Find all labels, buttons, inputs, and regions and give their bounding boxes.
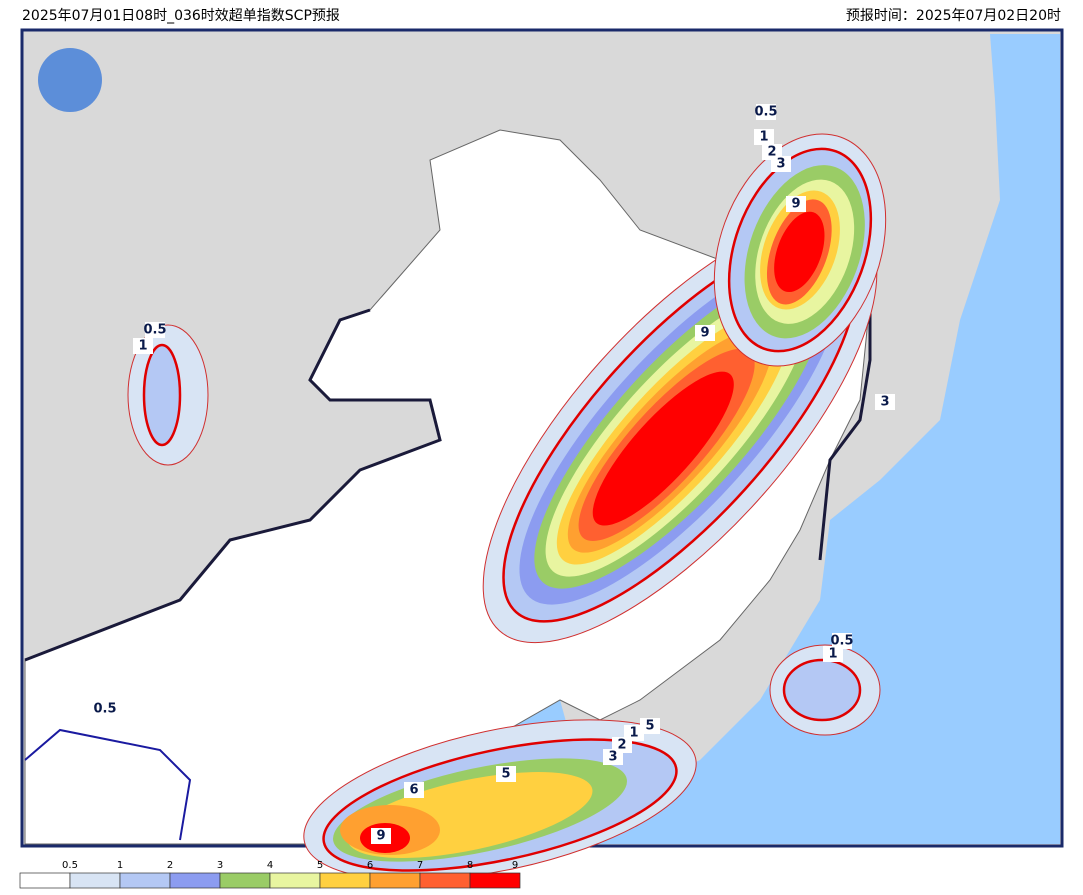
contour-label: 0.5 xyxy=(754,105,777,120)
contour-label-bg xyxy=(875,394,895,410)
contour-label: 3 xyxy=(608,750,617,765)
legend-swatch xyxy=(319,872,371,889)
contour-label-bg xyxy=(695,325,715,341)
contour-label: 9 xyxy=(700,326,709,341)
contour-label: 5 xyxy=(501,767,510,782)
contour-label-bg xyxy=(95,701,115,717)
logo xyxy=(38,48,102,112)
legend-label: 4 xyxy=(267,860,273,871)
province-border xyxy=(24,728,192,841)
contour-label-bg xyxy=(145,322,165,338)
contour-label-bg xyxy=(832,633,852,649)
legend-label: 7 xyxy=(417,860,423,871)
contour-label: 2 xyxy=(767,145,776,160)
contour-label: 6 xyxy=(409,783,418,798)
legend-label: 9 xyxy=(512,860,518,871)
contour-label-bg xyxy=(133,338,153,354)
border xyxy=(818,270,872,561)
forecast-time: 预报时间：2025年07月02日20时 xyxy=(845,8,1061,24)
map-title: 2025年07月01日08时_036时效超单指数SCP预报 xyxy=(22,8,340,24)
legend-label: 2 xyxy=(167,860,173,871)
northeast-storm-area xyxy=(713,133,887,367)
south-storm-area xyxy=(303,719,697,881)
legend-swatch xyxy=(19,872,71,889)
contour-label: 2 xyxy=(617,738,626,753)
legend-swatch xyxy=(69,872,121,889)
contour-label-bg xyxy=(603,749,623,765)
contour-label: 0.5 xyxy=(93,702,116,717)
contour-label: 9 xyxy=(376,829,385,844)
contour-label: 3 xyxy=(880,395,889,410)
contour-label-bg xyxy=(640,718,660,734)
west-area xyxy=(142,343,182,447)
contour-label-bg xyxy=(823,646,843,662)
contour-label-bg xyxy=(496,766,516,782)
legend-label: 8 xyxy=(467,860,473,871)
legend-swatch xyxy=(269,872,321,889)
contour-label: 1 xyxy=(828,647,837,662)
legend-label: 6 xyxy=(367,860,373,871)
contour-label-bg xyxy=(371,828,391,844)
contour-label-bg xyxy=(771,156,791,172)
legend-label: 1 xyxy=(117,860,123,871)
contour-label-bg xyxy=(404,782,424,798)
contour-label: 9 xyxy=(791,197,800,212)
contour-label-bg xyxy=(754,129,774,145)
legend-swatch xyxy=(119,872,171,889)
legend-swatch xyxy=(419,872,471,889)
contour-label-bg xyxy=(756,104,776,120)
contour-label: 1 xyxy=(759,130,768,145)
legend-label: 3 xyxy=(217,860,223,871)
contour-label: 0.5 xyxy=(143,323,166,338)
legend-swatch xyxy=(469,872,521,889)
legend-swatch xyxy=(169,872,221,889)
contour-label: 3 xyxy=(776,157,785,172)
contour-label: 1 xyxy=(138,339,147,354)
sea xyxy=(590,34,1060,844)
legend-label: 5 xyxy=(317,860,323,871)
contour-label: 1 xyxy=(629,726,638,741)
sea-area xyxy=(782,658,862,722)
legend-label: 0.5 xyxy=(62,860,78,871)
contour-label: 5 xyxy=(645,719,654,734)
legend-swatch xyxy=(219,872,271,889)
legend-swatch xyxy=(369,872,421,889)
contour-label-bg xyxy=(786,196,806,212)
border xyxy=(24,308,442,662)
contour-label: 0.5 xyxy=(830,634,853,649)
